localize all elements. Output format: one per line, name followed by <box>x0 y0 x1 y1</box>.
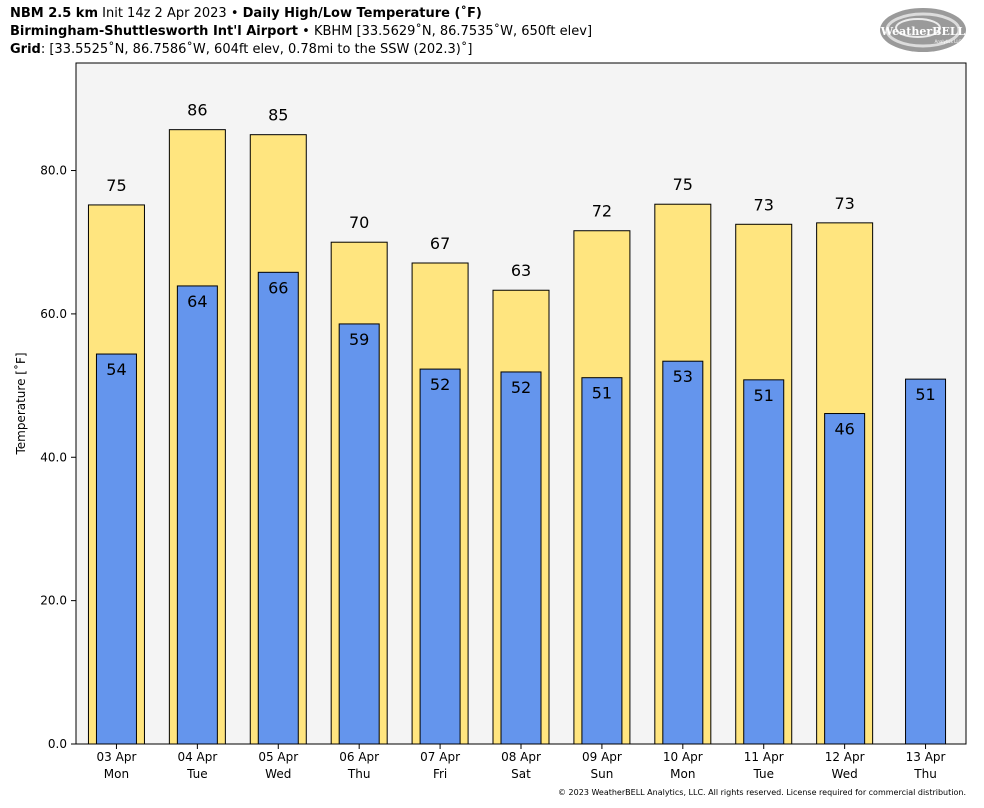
x-tick-label-weekday: Thu <box>347 767 371 781</box>
low-temp-label: 46 <box>834 420 854 439</box>
x-tick-label-date: 06 Apr <box>339 750 379 764</box>
station-name: Birmingham-Shuttlesworth Int'l Airport <box>10 24 299 39</box>
init-time: Init 14z 2 Apr 2023 <box>102 6 227 21</box>
low-temp-label: 64 <box>187 292 207 311</box>
x-tick-label-weekday: Sat <box>511 767 531 781</box>
low-temp-label: 51 <box>915 385 935 404</box>
product-title: Daily High/Low Temperature (˚F) <box>242 6 482 21</box>
low-temp-bar <box>905 378 947 745</box>
x-tick-label-weekday: Wed <box>265 767 291 781</box>
separator: • <box>230 6 239 21</box>
high-temp-label: 73 <box>834 194 854 213</box>
low-temp-bar <box>581 377 623 745</box>
logo-text: WeatherBELL <box>880 25 966 38</box>
x-tick-label-weekday: Wed <box>832 767 858 781</box>
x-tick-label-weekday: Fri <box>433 767 447 781</box>
y-tick-label: 20.0 <box>40 594 67 608</box>
low-temp-label: 54 <box>106 360 126 379</box>
copyright-notice: © 2023 WeatherBELL Analytics, LLC. All r… <box>558 788 966 797</box>
y-tick-label: 40.0 <box>40 450 67 464</box>
x-tick-label-weekday: Thu <box>913 767 937 781</box>
x-tick-label-date: 13 Apr <box>906 750 946 764</box>
low-temp-bar <box>257 271 299 745</box>
high-temp-label: 67 <box>430 234 450 253</box>
station-detail: KBHM [33.5629˚N, 86.7535˚W, 650ft elev] <box>313 24 593 39</box>
low-temp-bar <box>662 360 704 745</box>
low-temp-bar <box>743 379 785 745</box>
x-tick-label-date: 04 Apr <box>177 750 217 764</box>
low-temp-bar <box>338 323 380 745</box>
x-tick-label-date: 05 Apr <box>258 750 298 764</box>
header-line-3: Grid: [33.5525˚N, 86.7586˚W, 604ft elev,… <box>10 41 472 58</box>
grid-label: Grid <box>10 42 41 57</box>
weatherbell-logo: WeatherBELL Analytics LLC <box>880 8 966 52</box>
low-temp-bar <box>419 368 461 745</box>
low-temp-bar <box>95 353 137 745</box>
x-tick-label-date: 12 Apr <box>825 750 865 764</box>
high-temp-label: 72 <box>592 202 612 221</box>
low-temp-label: 51 <box>754 386 774 405</box>
plot-frame <box>75 62 967 745</box>
x-tick-label-date: 11 Apr <box>744 750 784 764</box>
x-tick-label-weekday: Tue <box>752 767 774 781</box>
low-temp-bar <box>176 285 218 745</box>
high-temp-label: 86 <box>187 101 207 120</box>
separator: • <box>302 24 310 39</box>
x-tick-label-date: 03 Apr <box>97 750 137 764</box>
header-line-2: Birmingham-Shuttlesworth Int'l Airport •… <box>10 23 592 40</box>
high-temp-label: 73 <box>754 195 774 214</box>
high-temp-label: 63 <box>511 261 531 280</box>
low-temp-label: 52 <box>511 378 531 397</box>
x-tick-label-date: 08 Apr <box>501 750 541 764</box>
low-temp-label: 52 <box>430 375 450 394</box>
high-temp-label: 75 <box>106 176 126 195</box>
x-tick-label-weekday: Tue <box>186 767 208 781</box>
y-tick-label: 0.0 <box>48 737 67 751</box>
low-temp-label: 53 <box>673 367 693 386</box>
logo-subtext: Analytics LLC <box>935 39 962 44</box>
header-line-1: NBM 2.5 km Init 14z 2 Apr 2023 • Daily H… <box>10 5 482 22</box>
x-tick-label-weekday: Mon <box>670 767 695 781</box>
y-axis-label: Temperature [˚F] <box>13 352 28 455</box>
y-tick-label: 60.0 <box>40 307 67 321</box>
x-tick-label-date: 07 Apr <box>420 750 460 764</box>
low-temp-bar <box>824 413 866 745</box>
low-temp-bar <box>500 371 542 745</box>
high-temp-label: 75 <box>673 175 693 194</box>
high-temp-label: 70 <box>349 213 369 232</box>
grid-detail: : [33.5525˚N, 86.7586˚W, 604ft elev, 0.7… <box>40 42 473 57</box>
x-tick-label-date: 10 Apr <box>663 750 703 764</box>
low-temp-label: 66 <box>268 278 288 297</box>
high-temp-label: 85 <box>268 106 288 125</box>
y-tick-label: 80.0 <box>40 164 67 178</box>
x-tick-label-weekday: Sun <box>590 767 613 781</box>
low-temp-label: 59 <box>349 330 369 349</box>
model-name: NBM 2.5 km <box>10 6 98 21</box>
x-tick-label-weekday: Mon <box>104 767 129 781</box>
low-temp-label: 51 <box>592 384 612 403</box>
x-tick-label-date: 09 Apr <box>582 750 622 764</box>
